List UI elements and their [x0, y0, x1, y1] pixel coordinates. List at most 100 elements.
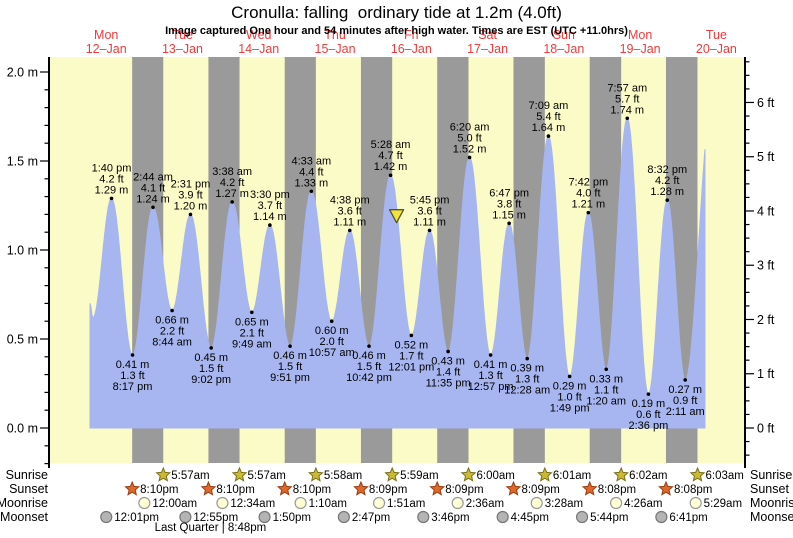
tide-high-annotation: 3:38 am	[212, 166, 252, 178]
day-label-name: Thu	[324, 28, 346, 42]
tide-point-dot	[230, 200, 234, 204]
moonrise-time: 12:00am	[152, 498, 197, 510]
tide-high-annotation: 4:38 pm	[330, 194, 370, 206]
tide-point-dot	[329, 319, 334, 324]
tide-low-annotation: 2.1 ft	[240, 327, 264, 339]
tide-high-annotation: 1.74 m	[610, 104, 644, 116]
tide-high-annotation: 2:44 am	[133, 171, 173, 183]
tide-high-annotation: 5.7 ft	[615, 93, 639, 105]
sunrise-time: 5:57am	[248, 470, 286, 482]
moonset-time: 6:41pm	[669, 512, 707, 524]
tide-low-annotation: 0.65 m	[235, 316, 269, 328]
tide-high-annotation: 1.29 m	[95, 184, 129, 196]
current-tide-marker-icon	[388, 209, 405, 224]
tide-low-annotation: 12:57 pm	[468, 381, 514, 393]
moonrise-time: 5:29am	[704, 498, 742, 510]
tide-low-annotation: 1:49 pm	[550, 402, 590, 414]
sunset-time: 8:10pm	[140, 484, 178, 496]
moonset-circle-icon	[258, 510, 271, 524]
tide-low-annotation: 11:35 pm	[426, 377, 471, 389]
sunset-star-icon	[353, 480, 369, 496]
right-axis-tick-label: 3 ft	[757, 259, 775, 273]
tide-high-annotation: 1.20 m	[174, 200, 208, 212]
tide-point-dot	[409, 333, 414, 338]
sunset-star-icon	[124, 480, 141, 496]
tide-low-annotation: 0.46 m	[273, 350, 307, 362]
moonrise-circle-icon	[689, 496, 702, 510]
tide-low-annotation: 12:01 pm	[388, 361, 434, 373]
moonset-circle-icon	[655, 510, 668, 524]
tide-point-dot	[367, 344, 371, 348]
tide-low-annotation: 9:51 pm	[270, 372, 310, 384]
moonset-time: 12:01pm	[114, 512, 159, 524]
tide-point-dot	[525, 356, 529, 361]
tide-low-annotation: 0.33 m	[589, 373, 623, 385]
tide-low-annotation: 1.5 ft	[199, 363, 223, 375]
sunset-time: 8:08pm	[674, 484, 712, 496]
tide-low-annotation: 0.46 m	[352, 350, 386, 362]
moonrise-circle-icon	[372, 496, 386, 510]
tide-low-annotation: 1.5 ft	[357, 361, 381, 373]
tide-low-annotation: 12:28 am	[504, 385, 550, 397]
moonrise-time: 2:36am	[466, 498, 504, 510]
tide-high-annotation: 4.0 ft	[576, 188, 600, 200]
tide-low-annotation: 1.5 ft	[278, 361, 302, 373]
tide-low-annotation: 1.7 ft	[399, 350, 423, 362]
tide-high-annotation: 4.4 ft	[299, 166, 323, 178]
tide-low-annotation: 1.3 ft	[478, 370, 502, 382]
left-axis-tick-label: 1.5 m	[7, 155, 38, 169]
tide-high-annotation: 7:57 am	[607, 82, 647, 94]
row-label-left-moonrise: Moonrise	[0, 496, 48, 510]
tide-high-annotation: 4.7 ft	[378, 150, 402, 162]
tide-high-annotation: 5:45 pm	[410, 194, 450, 206]
moonset-time: 5:44pm	[590, 512, 628, 524]
day-label-date: 19–Jan	[620, 42, 661, 56]
moonset-circle-icon	[100, 510, 113, 524]
moonrise-circle-icon	[530, 496, 543, 510]
left-axis-tick-label: 0.0 m	[7, 422, 38, 436]
tide-low-annotation: 0.19 m	[632, 398, 666, 410]
day-label-name: Mon	[628, 28, 652, 42]
moonset-time: 2:47pm	[352, 512, 390, 524]
row-label-left-sunset: Sunset	[9, 482, 48, 496]
tide-high-annotation: 4.2 ft	[220, 177, 244, 189]
right-axis-tick-label: 2 ft	[757, 313, 775, 327]
left-axis-tick-label: 2.0 m	[7, 66, 38, 80]
tide-high-annotation: 3.7 ft	[258, 200, 282, 212]
tide-point-dot	[347, 228, 352, 233]
moonset-time: 3:46pm	[431, 512, 469, 524]
moonset-time: 12:55pm	[193, 512, 238, 524]
sunrise-star-icon	[613, 466, 630, 482]
sunset-star-icon	[200, 480, 217, 496]
tide-high-annotation: 5.4 ft	[536, 111, 560, 123]
tide-high-annotation: 7:42 pm	[568, 177, 608, 189]
tide-point-dot	[665, 198, 670, 202]
tide-low-annotation: 8:44 am	[152, 337, 192, 349]
tide-point-dot	[268, 223, 272, 227]
tide-high-annotation: 8:32 pm	[647, 164, 687, 176]
day-label-date: 15–Jan	[315, 42, 356, 56]
tide-low-annotation: 0.27 m	[668, 384, 702, 396]
tide-high-annotation: 1.11 m	[413, 216, 446, 228]
tide-point-dot	[130, 353, 135, 357]
sunrise-time: 6:00am	[477, 470, 515, 482]
moonrise-time: 1:51am	[387, 498, 425, 510]
sunrise-star-icon	[155, 466, 172, 482]
row-label-right-moonrise: Moonrise	[750, 496, 793, 510]
tide-high-annotation: 3.9 ft	[178, 189, 202, 201]
sunset-time: 8:09pm	[521, 484, 559, 496]
moonrise-time: 3:28am	[545, 498, 583, 510]
left-axis-tick-label: 1.0 m	[7, 244, 38, 258]
tide-high-annotation: 1.28 m	[650, 186, 684, 198]
day-label-name: Tue	[706, 28, 727, 42]
tide-point-dot	[388, 173, 393, 178]
row-label-left-moonset: Moonset	[0, 510, 48, 524]
sunset-star-icon	[429, 480, 446, 496]
tide-low-annotation: 2:36 pm	[629, 420, 669, 432]
sunrise-time: 6:03am	[705, 470, 743, 482]
tide-high-annotation: 5.0 ft	[457, 132, 481, 144]
right-axis-tick-label: 4 ft	[757, 204, 775, 218]
sunrise-star-icon	[689, 466, 706, 482]
day-label-name: Tue	[172, 28, 193, 42]
